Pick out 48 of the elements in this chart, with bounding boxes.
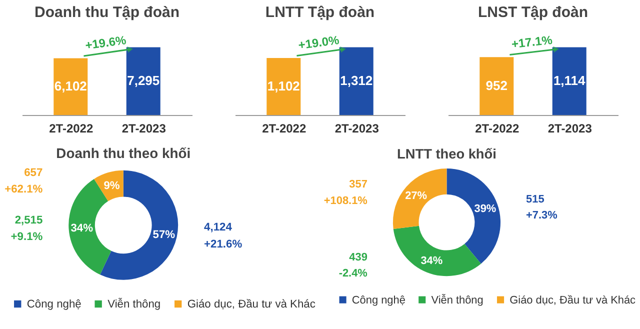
text: 357 (349, 178, 368, 191)
text: 515 (526, 193, 544, 206)
text: +21.6% (204, 238, 242, 250)
chart-title: LNST Tập đoàn (478, 4, 588, 21)
data-label: 6,102 (54, 78, 86, 94)
legend-label: Giáo dục, Đầu tư và Khác (187, 298, 316, 311)
data-label: 39% (474, 203, 496, 216)
text: +62.1% (4, 184, 43, 196)
chart-title: LNTT theo khối (397, 146, 496, 162)
data-label: 27% (405, 190, 428, 202)
data-label: 1,102 (266, 78, 300, 94)
legend-label: Giáo dục, Đầu tư và Khác (510, 294, 636, 306)
text: 2,515 (14, 214, 43, 226)
chart-title: Doanh thu Tập đoàn (34, 4, 179, 21)
x-tick-label: 2T-2023 (334, 122, 379, 136)
data-label: 9% (104, 180, 120, 192)
legend-label: Viễn thông (108, 298, 161, 311)
donut-slice (393, 226, 482, 276)
data-label: 7,295 (126, 73, 160, 88)
data-label: 1,312 (340, 73, 372, 88)
text: +108.1% (324, 194, 368, 207)
data-label: 34% (70, 222, 94, 234)
data-label: 57% (152, 228, 176, 241)
x-tick-label: 2T-2023 (121, 122, 166, 136)
chart-title: Doanh thu theo khối (56, 145, 191, 162)
legend-label: Công nghệ (352, 294, 406, 306)
donut-slice (100, 170, 178, 280)
text: +7.3% (526, 210, 558, 222)
donut-slice (392, 168, 447, 230)
legend-label: Viễn thông (431, 293, 484, 306)
x-tick-label: 2T-2022 (262, 122, 306, 136)
x-tick-label: 2T-2022 (48, 122, 93, 136)
data-label: 952 (485, 78, 507, 94)
legend-label: Công nghệ (26, 298, 82, 311)
text: -2.4% (338, 268, 368, 280)
text: +9.1% (10, 231, 43, 244)
data-label: 1,114 (552, 73, 586, 88)
donut-slice (446, 168, 500, 264)
chart-title: LNTT Tập đoàn (264, 4, 374, 21)
annotation: +19.0% (296, 32, 340, 52)
annotation: +19.6% (84, 32, 127, 52)
text: 657 (24, 166, 43, 179)
annotation: +17.1% (510, 32, 553, 52)
text: 4,124 (204, 222, 232, 234)
x-tick-label: 2T-2022 (474, 122, 519, 136)
data-label: 34% (420, 254, 443, 267)
x-tick-label: 2T-2023 (547, 122, 592, 136)
text: 439 (349, 251, 368, 264)
